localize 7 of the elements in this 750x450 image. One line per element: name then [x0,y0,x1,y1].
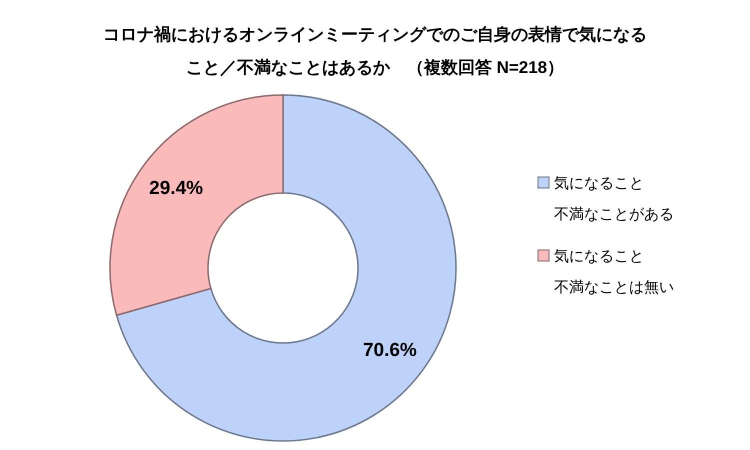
legend-label: 気になること不満なことは無い [554,248,674,296]
donut-slice [109,94,284,316]
donut-slice [116,94,457,442]
data-label: 70.6% [362,340,417,361]
chart-title: コロナ禍におけるオンラインミーティングでのご自身の表情で気になること／不満なことはあるか （複数回答 N=218） [103,25,647,77]
legend-label: 気になること不満なことがある [554,175,674,223]
data-label: 29.4% [149,178,204,200]
